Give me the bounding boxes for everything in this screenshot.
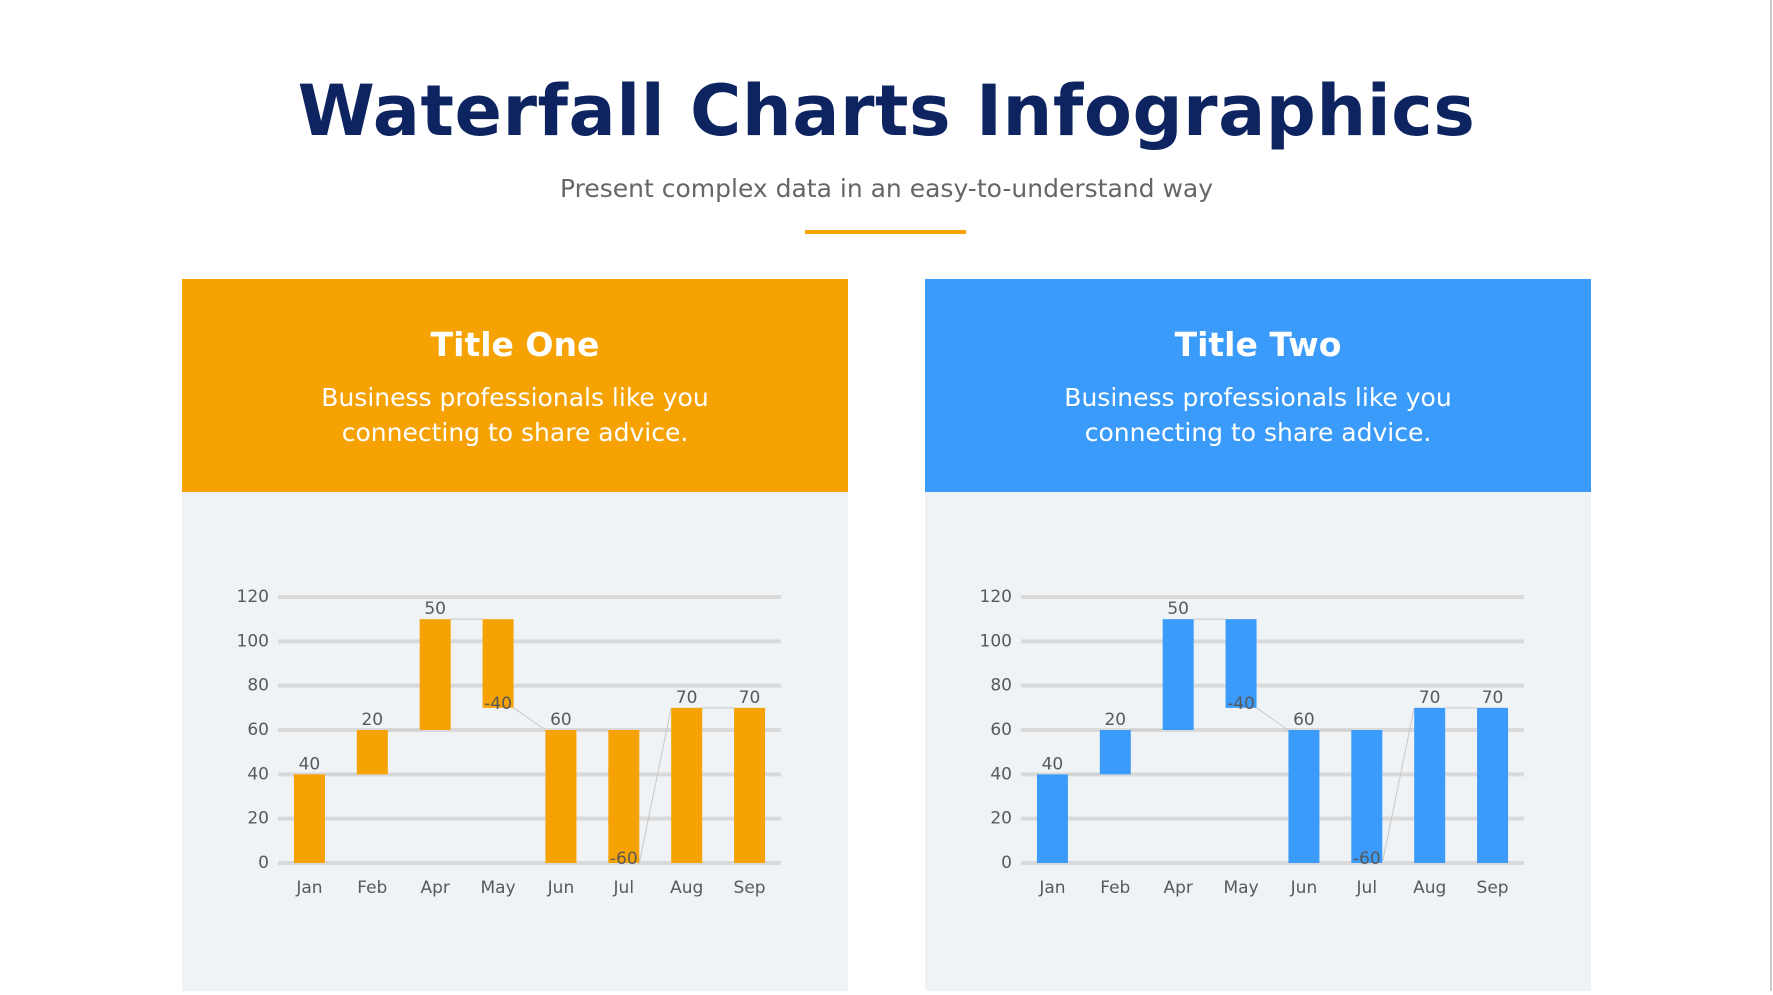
x-tick-label: Apr [420, 878, 449, 898]
value-label: 20 [1104, 710, 1126, 730]
bar [545, 730, 577, 863]
y-tick-label: 0 [1001, 853, 1012, 873]
x-tick-label: Aug [1413, 878, 1446, 898]
chart: 0 20 40 60 80 100 120 40 Jan 20 Feb 50 Apr -40 May 60 Ju… [237, 587, 781, 898]
y-tick-label: 0 [258, 853, 269, 873]
y-tick-label: 120 [980, 587, 1012, 607]
y-tick-label: 40 [990, 764, 1012, 784]
bar [1225, 619, 1257, 708]
bar [482, 619, 514, 708]
y-tick-label: 100 [980, 631, 1012, 651]
y-tick-label: 100 [237, 631, 269, 651]
y-tick-label: 60 [990, 720, 1012, 740]
x-tick-label: Sep [734, 878, 766, 898]
connector [1256, 707, 1289, 731]
y-tick-label: 20 [247, 809, 269, 829]
x-tick-label: Jun [1290, 878, 1318, 898]
x-tick-label: Jul [1356, 878, 1378, 898]
panel: Title One Business professionals like you… [182, 279, 848, 991]
x-tick-label: Jul [613, 878, 635, 898]
bar [1099, 730, 1131, 775]
x-tick-label: Aug [670, 878, 703, 898]
y-tick-label: 20 [990, 809, 1012, 829]
panel-header: Title Two Business professionals like you… [925, 279, 1591, 492]
panel: Title Two Business professionals like you… [925, 279, 1591, 991]
y-tick-label: 40 [247, 764, 269, 784]
connector [1381, 707, 1415, 864]
bar [1477, 707, 1509, 863]
value-label: 70 [739, 688, 761, 708]
value-label: 40 [1042, 754, 1064, 774]
bar [671, 707, 703, 863]
x-tick-label: Sep [1477, 878, 1509, 898]
panel-title: Title One [430, 325, 600, 364]
edge-line [1770, 0, 1772, 991]
value-label: -40 [484, 694, 512, 714]
y-tick-label: 80 [990, 676, 1012, 696]
value-label: 40 [299, 754, 321, 774]
bar [1288, 730, 1320, 863]
panel-title: Title Two [1174, 325, 1342, 364]
value-label: 60 [550, 710, 572, 730]
y-tick-label: 60 [247, 720, 269, 740]
x-tick-label: May [1223, 878, 1258, 898]
value-label: -60 [610, 849, 638, 869]
bar [1414, 707, 1446, 863]
bar [1351, 730, 1383, 863]
value-label: 20 [361, 710, 383, 730]
x-tick-label: Jan [295, 878, 322, 898]
bar [419, 619, 451, 730]
x-tick-label: May [480, 878, 515, 898]
page-subtitle: Present complex data in an easy-to-under… [559, 174, 1213, 203]
value-label: -40 [1227, 694, 1255, 714]
y-tick-label: 120 [237, 587, 269, 607]
value-label: 70 [1419, 688, 1441, 708]
bar [734, 707, 766, 863]
bar [293, 774, 325, 863]
panel-text: Business professionals like you connecti… [321, 383, 709, 447]
x-tick-label: Feb [357, 878, 387, 898]
x-tick-label: Jun [547, 878, 575, 898]
x-tick-label: Feb [1100, 878, 1130, 898]
value-label: 60 [1293, 710, 1315, 730]
connector [638, 707, 672, 864]
value-label: 50 [424, 599, 446, 619]
divider [805, 230, 966, 234]
bar [608, 730, 640, 863]
value-label: 50 [1167, 599, 1189, 619]
value-label: -60 [1353, 849, 1381, 869]
x-tick-label: Apr [1163, 878, 1192, 898]
value-label: 70 [1482, 688, 1504, 708]
chart: 0 20 40 60 80 100 120 40 Jan 20 Feb 50 Apr -40 May 60 Ju… [980, 587, 1524, 898]
x-tick-label: Jan [1038, 878, 1065, 898]
panel-text: Business professionals like you connecti… [1064, 383, 1452, 447]
bar [356, 730, 388, 775]
y-tick-label: 80 [247, 676, 269, 696]
page-title: Waterfall Charts Infographics [297, 70, 1476, 152]
panel-header: Title One Business professionals like you… [182, 279, 848, 492]
value-label: 70 [676, 688, 698, 708]
bar [1036, 774, 1068, 863]
bar [1162, 619, 1194, 730]
connector [513, 707, 546, 731]
